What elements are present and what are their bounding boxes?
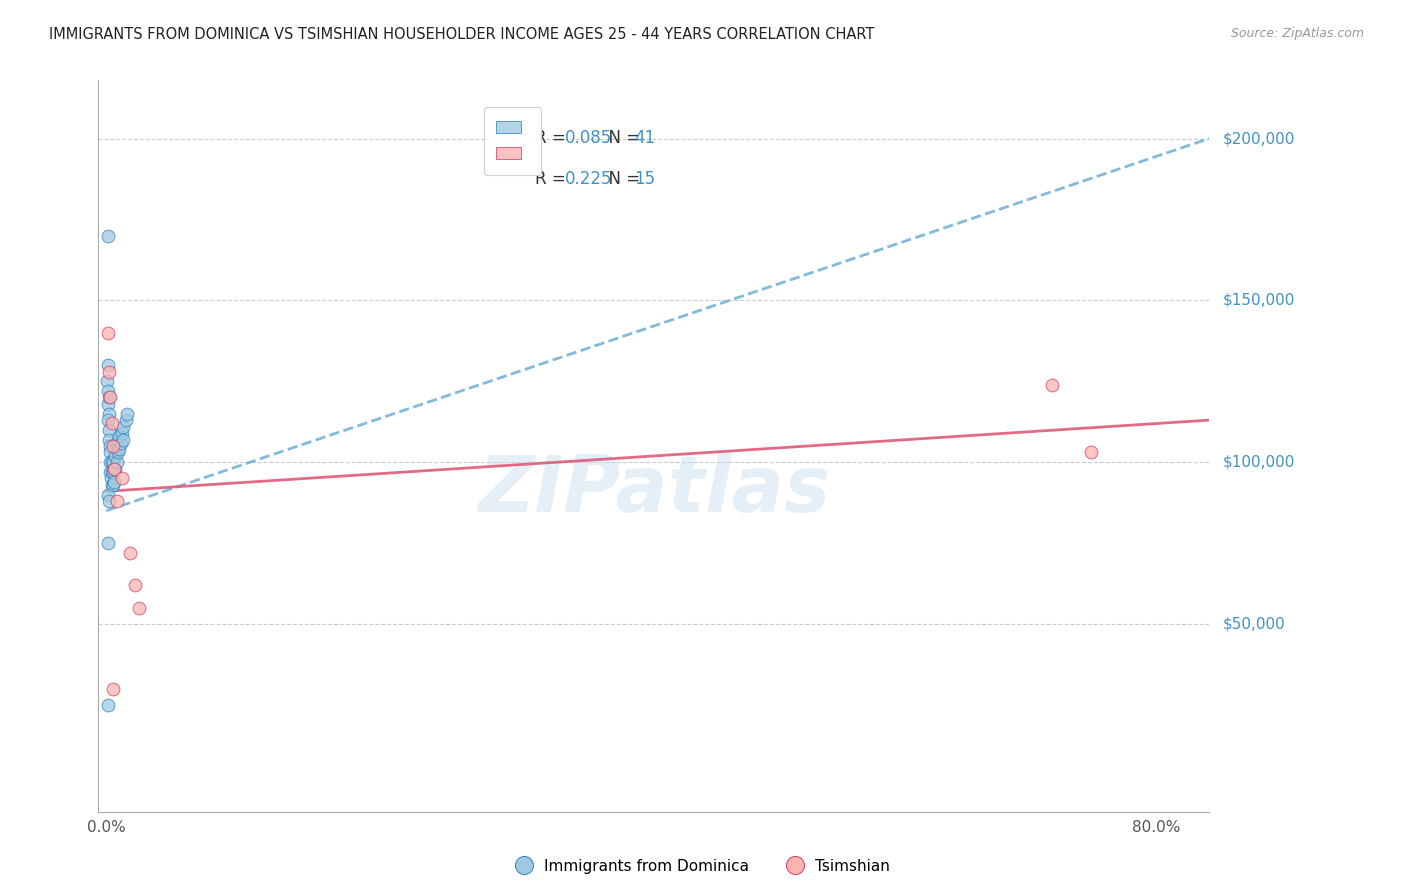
Point [97, 407, 120, 421]
Point [103, 461, 125, 475]
Point [115, 413, 138, 427]
Point [101, 681, 124, 696]
Point [98, 465, 121, 479]
Point [97, 487, 120, 501]
Point [104, 461, 127, 475]
Text: 0.085: 0.085 [565, 129, 612, 147]
Point [101, 455, 124, 469]
Point [128, 600, 150, 615]
Point [100, 455, 122, 469]
Text: R =: R = [534, 169, 571, 187]
Point [101, 478, 124, 492]
Point [97, 494, 120, 508]
Text: Source: ZipAtlas.com: Source: ZipAtlas.com [1230, 27, 1364, 40]
Point [108, 429, 131, 443]
Point [97, 365, 120, 379]
Text: 41: 41 [634, 129, 655, 147]
Text: 0.225: 0.225 [565, 169, 612, 187]
Point [103, 461, 125, 475]
Point [97, 397, 120, 411]
Point [100, 465, 122, 479]
Text: 15: 15 [634, 169, 655, 187]
Text: $150,000: $150,000 [1223, 293, 1295, 308]
Point [100, 471, 122, 485]
Point [107, 433, 129, 447]
Point [1080, 445, 1102, 459]
Point [101, 439, 124, 453]
Point [98, 439, 121, 453]
Point [111, 471, 134, 485]
Point [105, 455, 128, 469]
Point [103, 475, 125, 489]
Text: IMMIGRANTS FROM DOMINICA VS TSIMSHIAN HOUSEHOLDER INCOME AGES 25 - 44 YEARS CORR: IMMIGRANTS FROM DOMINICA VS TSIMSHIAN HO… [49, 27, 875, 42]
Point [105, 494, 128, 508]
Text: $200,000: $200,000 [1223, 131, 1295, 146]
Point [97, 391, 120, 405]
Legend: , : , [485, 107, 541, 175]
Point [97, 433, 120, 447]
Point [97, 423, 120, 437]
Text: R =: R = [534, 129, 571, 147]
Text: ZIPatlas: ZIPatlas [478, 452, 830, 528]
Point [98, 391, 121, 405]
Point [124, 578, 146, 592]
Text: N =: N = [598, 129, 645, 147]
Point [118, 546, 141, 560]
Point [97, 358, 120, 372]
Point [98, 445, 121, 459]
Point [105, 439, 128, 453]
Point [97, 698, 120, 712]
Point [107, 445, 129, 459]
Point [101, 465, 124, 479]
Point [104, 449, 127, 463]
Point [108, 442, 131, 457]
Legend: Immigrants from Dominica, Tsimshian: Immigrants from Dominica, Tsimshian [510, 853, 896, 880]
Text: $100,000: $100,000 [1223, 455, 1295, 470]
Point [97, 536, 120, 550]
Point [101, 478, 124, 492]
Point [97, 413, 120, 427]
Point [97, 384, 120, 398]
Point [97, 228, 120, 243]
Text: $50,000: $50,000 [1223, 616, 1286, 632]
Text: N =: N = [598, 169, 645, 187]
Point [110, 435, 132, 450]
Point [100, 417, 122, 431]
Point [111, 425, 134, 440]
Point [98, 455, 121, 469]
Point [1040, 377, 1063, 392]
Point [97, 326, 120, 340]
Point [96, 374, 118, 388]
Point [117, 407, 139, 421]
Point [112, 433, 135, 447]
Point [112, 419, 135, 434]
